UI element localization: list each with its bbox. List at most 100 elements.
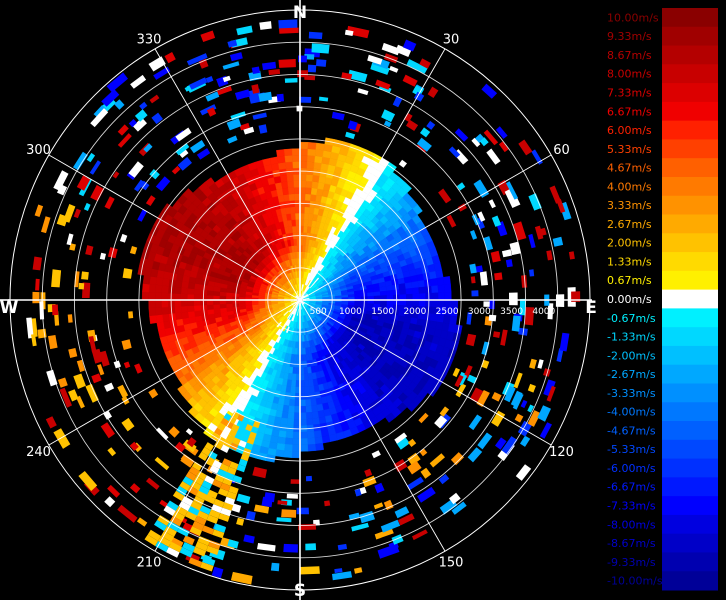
echo-bin [406,59,428,74]
colorbar-label: -9.33m/s [607,556,656,569]
velocity-bin [193,304,201,312]
colorbar-label: 1.33m/s [607,255,652,268]
echo-bin [112,171,120,179]
azimuth-label: 300 [26,143,51,158]
colorbar-label: -7.33m/s [607,500,656,513]
velocity-bin [299,418,307,426]
velocity-bin [431,285,439,294]
velocity-bin [411,287,420,295]
colorbar-swatch [662,421,718,441]
velocity-bin [384,412,396,423]
velocity-bin [401,182,412,194]
range-label: 2000 [403,307,426,317]
velocity-bin [186,299,195,307]
velocity-bin [299,154,308,162]
clutter-bin [232,475,243,484]
echo-bin [370,62,390,75]
velocity-bin [293,405,301,414]
echo-bin [402,39,417,52]
velocity-bin [290,212,297,221]
echo-bin [130,74,147,89]
echo-bin [347,120,358,131]
echo-bin [222,61,240,70]
echo-bin [346,25,370,39]
echo-bin [31,334,37,347]
velocity-bin [291,219,297,227]
echo-bin [543,379,556,397]
echo-bin [211,566,224,579]
echo-bin [549,185,562,204]
clutter-bin [214,427,223,436]
velocity-bin [161,285,169,294]
echo-bin [488,199,496,209]
clutter-bin [228,416,237,424]
velocity-bin [187,310,196,318]
cardinal-north-label: N [293,3,307,23]
echo-bin [305,543,317,551]
echo-bin [68,348,78,358]
colorbar-label: -8.67m/s [607,537,656,550]
velocity-bin [315,142,325,151]
echo-bin [297,70,309,78]
echo-bin [149,169,160,180]
echo-bin [168,426,180,438]
clutter-bin [239,421,248,430]
colorbar-label: -8.00m/s [607,518,656,531]
clutter-bin [204,494,216,505]
azimuth-label: 150 [439,556,464,571]
echo-bin [448,146,461,158]
echo-bin [252,112,267,120]
velocity-bin [307,443,317,452]
echo-bin [236,25,253,36]
velocity-bin [373,291,381,297]
echo-bin [284,78,298,83]
echo-bin [524,307,535,326]
velocity-bin [379,290,388,297]
velocity-bin [406,401,418,412]
clutter-bin [163,505,176,516]
echo-bin [402,74,418,87]
range-label: 1000 [339,307,362,317]
clutter-bin [194,515,207,526]
echo-bin [97,364,105,376]
velocity-bin [149,314,158,324]
colorbar-swatch [662,270,718,291]
velocity-bin [306,161,315,169]
echo-bin [206,107,217,117]
velocity-bin [287,411,295,420]
echo-bin [129,483,141,494]
clutter-bin [231,424,240,432]
azimuth-spoke [48,299,301,446]
velocity-bin [412,299,420,307]
clutter-bin [220,444,230,453]
echo-bin [226,118,242,131]
velocity-bin [386,289,394,296]
velocity-bin [193,294,201,301]
echo-bin [155,176,171,192]
colorbar-swatch [662,176,718,197]
velocity-bin [292,431,301,439]
azimuth-spoke [154,299,301,552]
velocity-bin [433,262,443,272]
echo-bin [234,89,251,100]
echo-bin [121,417,135,432]
echo-bin [100,422,115,439]
clutter-bin [201,480,213,490]
velocity-bin [311,411,319,419]
echo-bin [454,374,464,388]
colorbar-swatch [662,8,718,28]
echo-bin [552,236,564,247]
echo-bin [51,269,62,288]
velocity-bin [449,315,458,325]
echo-bin [91,373,102,384]
colorbar-swatch [662,45,718,65]
echo-bin [69,243,76,251]
clutter-bin [172,511,185,522]
clutter-bin [204,475,215,485]
echo-bin [362,475,377,488]
azimuth-label: 120 [549,445,574,460]
echo-bin [196,148,211,160]
clutter-bin [157,515,170,526]
echo-bin [73,208,81,219]
